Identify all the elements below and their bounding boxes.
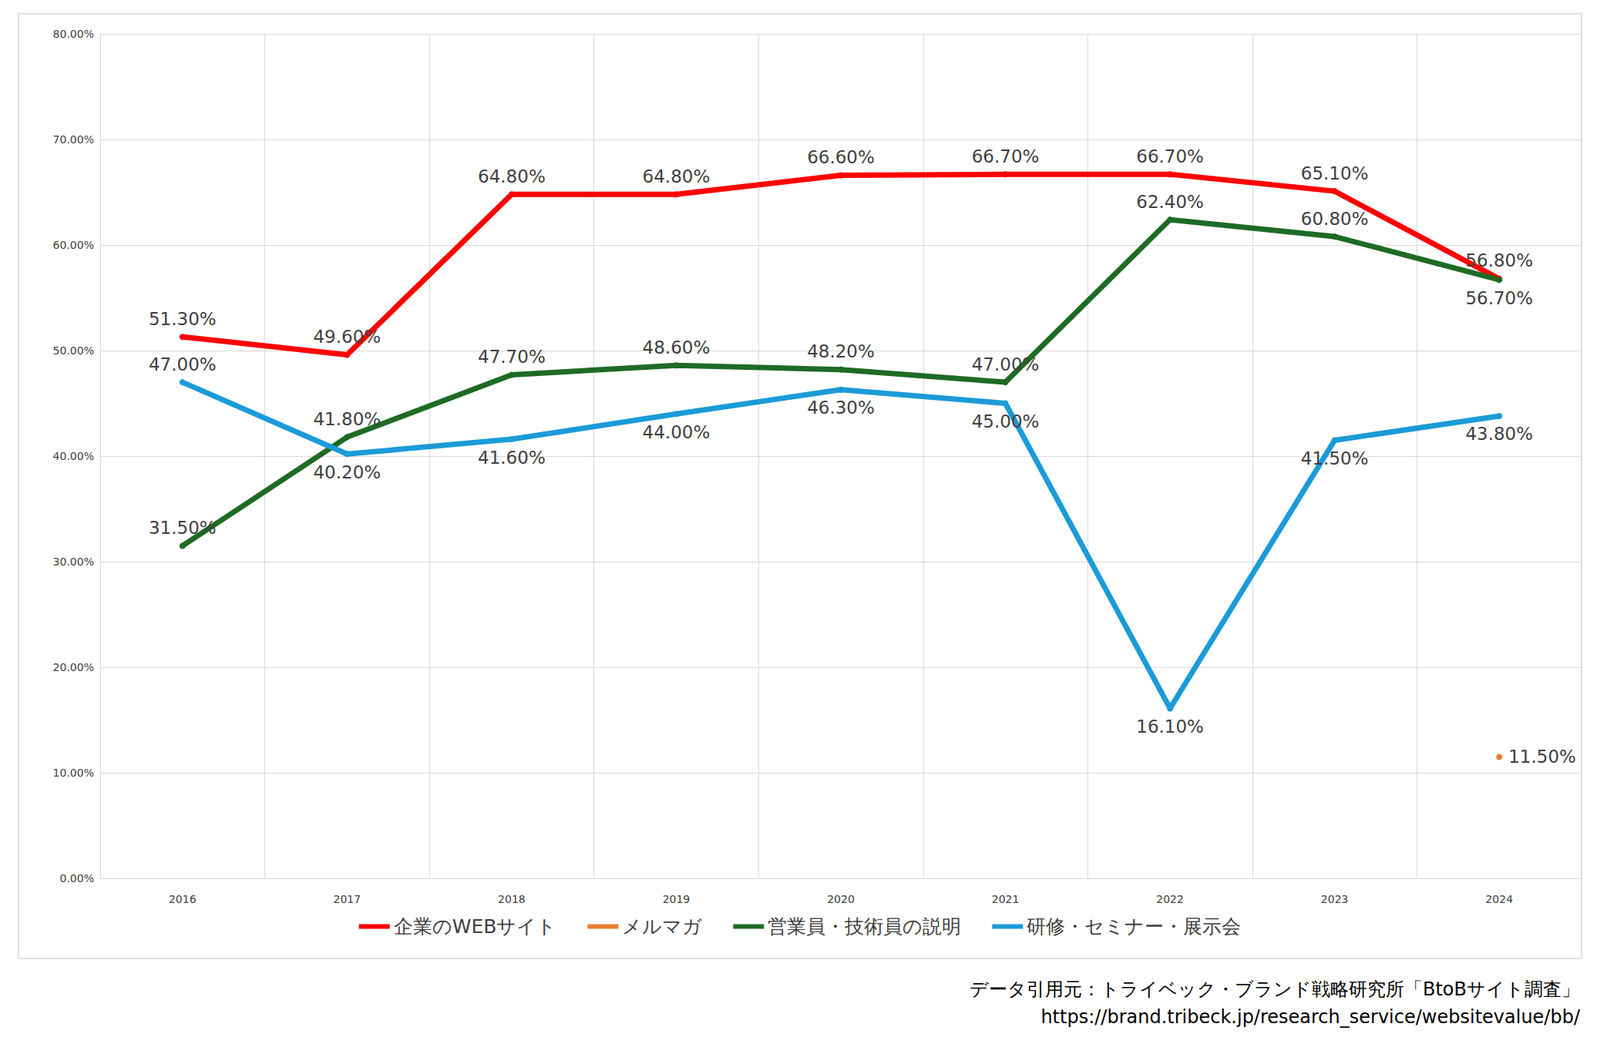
svg-text:51.30%: 51.30% xyxy=(148,309,217,330)
svg-text:41.80%: 41.80% xyxy=(312,409,381,430)
svg-text:20.00%: 20.00% xyxy=(53,661,95,674)
svg-text:44.00%: 44.00% xyxy=(642,422,711,443)
svg-text:70.00%: 70.00% xyxy=(53,133,95,146)
svg-text:2017: 2017 xyxy=(333,893,362,906)
svg-text:41.50%: 41.50% xyxy=(1300,448,1369,469)
svg-text:56.80%: 56.80% xyxy=(1465,250,1533,271)
svg-text:43.80%: 43.80% xyxy=(1465,423,1533,444)
svg-text:2018: 2018 xyxy=(497,893,526,906)
svg-text:47.00%: 47.00% xyxy=(148,354,217,375)
svg-text:65.10%: 65.10% xyxy=(1300,163,1369,184)
svg-text:48.60%: 48.60% xyxy=(642,337,711,358)
svg-text:40.00%: 40.00% xyxy=(53,450,95,463)
svg-text:62.40%: 62.40% xyxy=(1136,191,1204,212)
svg-text:40.20%: 40.20% xyxy=(312,462,381,483)
svg-text:30.00%: 30.00% xyxy=(53,555,95,569)
svg-text:47.00%: 47.00% xyxy=(971,354,1040,375)
svg-text:45.00%: 45.00% xyxy=(971,411,1040,432)
svg-text:研修・セミナー・展示会: 研修・セミナー・展示会 xyxy=(1026,915,1241,938)
svg-text:46.30%: 46.30% xyxy=(806,397,875,418)
svg-text:64.80%: 64.80% xyxy=(642,166,711,187)
svg-text:企業のWEBサイト: 企業のWEBサイト xyxy=(393,915,558,938)
svg-text:60.00%: 60.00% xyxy=(53,238,95,252)
svg-text:https://brand.tribeck.jp/resea: https://brand.tribeck.jp/research_servic… xyxy=(1040,1006,1581,1029)
svg-text:2022: 2022 xyxy=(1156,893,1184,906)
svg-text:66.60%: 66.60% xyxy=(806,147,875,168)
svg-text:50.00%: 50.00% xyxy=(53,344,95,357)
svg-text:80.00%: 80.00% xyxy=(53,27,95,41)
svg-text:66.70%: 66.70% xyxy=(1136,146,1204,167)
svg-text:営業員・技術員の説明: 営業員・技術員の説明 xyxy=(767,915,962,938)
svg-text:0.00%: 0.00% xyxy=(60,872,95,885)
svg-text:16.10%: 16.10% xyxy=(1136,716,1204,737)
svg-text:48.20%: 48.20% xyxy=(806,341,875,362)
svg-text:41.60%: 41.60% xyxy=(477,447,546,468)
svg-text:2023: 2023 xyxy=(1321,893,1349,906)
svg-text:11.50%: 11.50% xyxy=(1508,746,1577,767)
svg-text:2024: 2024 xyxy=(1485,893,1513,906)
svg-text:66.70%: 66.70% xyxy=(971,146,1040,167)
svg-text:メルマガ: メルマガ xyxy=(621,915,703,938)
svg-text:56.70%: 56.70% xyxy=(1465,288,1533,309)
svg-text:データ引用元：トライベック・ブランド戦略研究所「BtoBサイ: データ引用元：トライベック・ブランド戦略研究所「BtoBサイト調査」 xyxy=(969,978,1580,1001)
svg-text:2020: 2020 xyxy=(826,893,855,906)
svg-text:47.70%: 47.70% xyxy=(477,346,546,367)
svg-text:60.80%: 60.80% xyxy=(1300,208,1369,229)
svg-text:10.00%: 10.00% xyxy=(53,766,95,780)
svg-text:2019: 2019 xyxy=(662,893,691,906)
svg-text:49.60%: 49.60% xyxy=(312,326,381,347)
svg-text:31.50%: 31.50% xyxy=(148,517,217,538)
svg-text:2021: 2021 xyxy=(991,893,1020,906)
svg-text:64.80%: 64.80% xyxy=(477,166,546,187)
svg-text:2016: 2016 xyxy=(168,893,197,906)
